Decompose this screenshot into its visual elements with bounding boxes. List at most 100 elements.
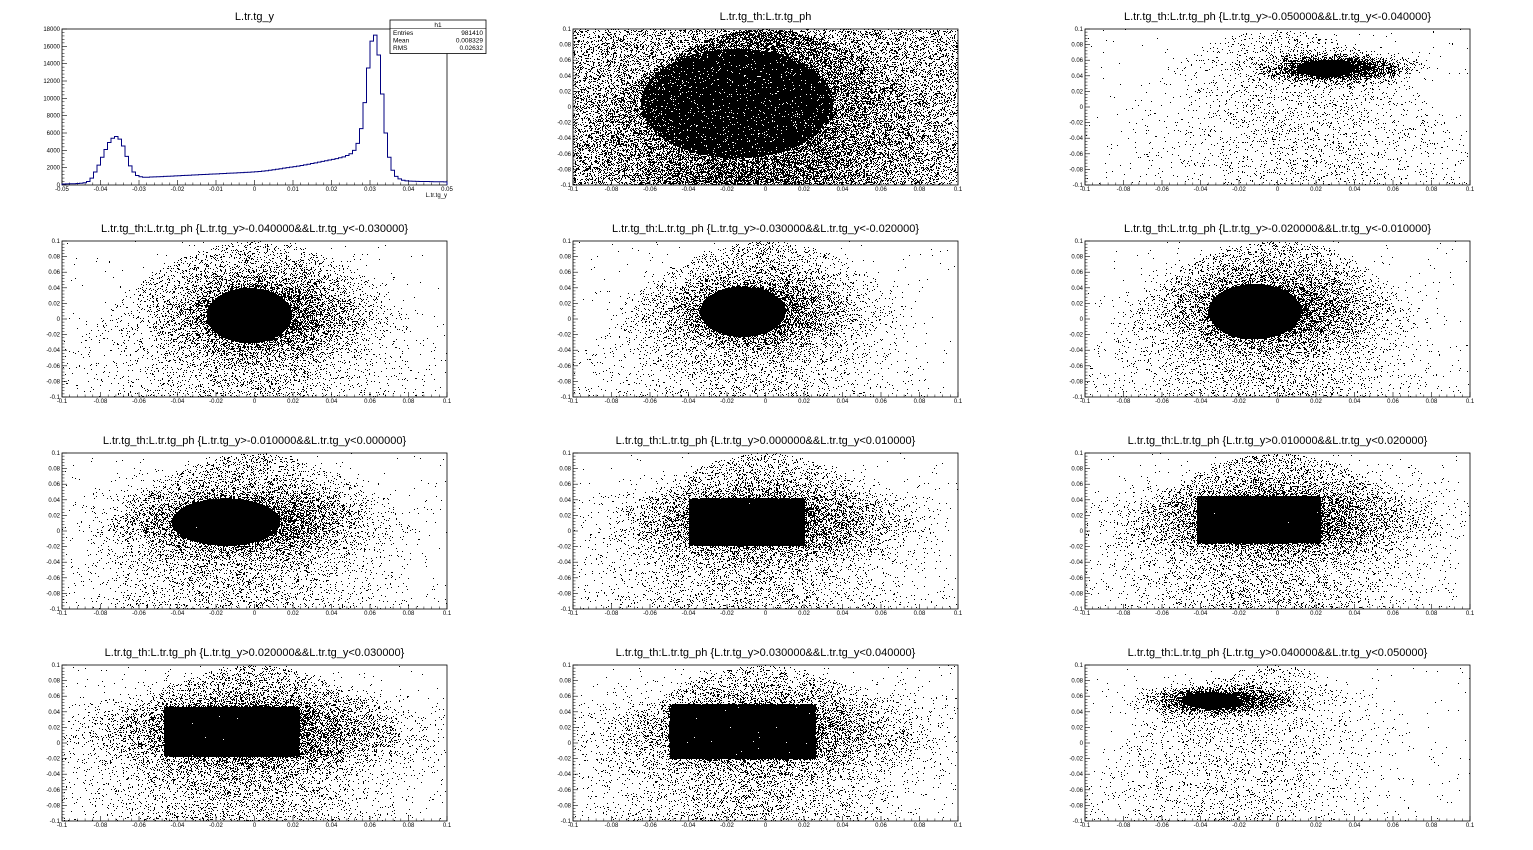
pad-title: L.tr.tg_th:L.tr.tg_ph {L.tr.tg_y>-0.0500… <box>1124 11 1431 23</box>
x-tick-label: -0.02 <box>1232 187 1246 193</box>
x-tick-label: -0.1 <box>1080 399 1091 405</box>
y-tick-label: -0.04 <box>557 560 571 566</box>
x-tick-label: 0.1 <box>954 399 963 405</box>
x-tick-label: -0.04 <box>682 611 696 617</box>
y-tick-label: 0.1 <box>1075 451 1084 457</box>
x-tick-label: -0.08 <box>605 823 619 829</box>
x-tick-label: 0.1 <box>443 823 452 829</box>
x-tick-label: 0.1 <box>443 611 452 617</box>
stats-value: 981410 <box>461 30 483 37</box>
x-tick-label: 0 <box>253 187 257 193</box>
stats-label: RMS <box>393 45 408 52</box>
x-tick-label: -0.1 <box>57 399 68 405</box>
y-tick-label: -0.06 <box>1069 364 1083 370</box>
y-tick-label: 0.02 <box>559 513 571 519</box>
x-tick-label: 0.02 <box>798 823 810 829</box>
x-tick-label: -0.08 <box>605 611 619 617</box>
x-tick-label: -0.02 <box>1232 399 1246 405</box>
y-tick-label: -0.02 <box>557 333 571 339</box>
y-tick-label: -0.06 <box>46 364 60 370</box>
y-tick-label: 0.08 <box>559 467 571 473</box>
x-tick-label: -0.04 <box>171 611 185 617</box>
x-tick-label: 0.04 <box>326 823 338 829</box>
scatter-points <box>573 241 958 397</box>
x-tick-label: -0.04 <box>94 187 108 193</box>
x-tick-label: -0.1 <box>1080 187 1091 193</box>
x-tick-label: -0.02 <box>171 187 185 193</box>
x-tick-label: -0.08 <box>1117 611 1131 617</box>
y-tick-label: 0.1 <box>1075 239 1084 245</box>
stats-label: Entries <box>393 30 414 37</box>
y-tick-label: 0.02 <box>1071 725 1083 731</box>
x-tick-label: 0.1 <box>954 187 963 193</box>
x-tick-label: 0.04 <box>1349 611 1361 617</box>
x-tick-label: -0.06 <box>132 399 146 405</box>
x-tick-label: 0.04 <box>837 823 849 829</box>
histogram-line <box>61 34 448 185</box>
y-tick-label: 0.06 <box>48 694 60 700</box>
x-tick-label: -0.06 <box>643 187 657 193</box>
x-tick-label: -0.02 <box>1232 611 1246 617</box>
pad-title: L.tr.tg_th:L.tr.tg_ph {L.tr.tg_y>0.03000… <box>616 647 916 659</box>
x-tick-label: 0.06 <box>1387 611 1399 617</box>
x-tick-label: -0.03 <box>132 187 146 193</box>
x-tick-label: 0.08 <box>403 611 415 617</box>
x-tick-label: 0.06 <box>1387 823 1399 829</box>
y-tick-label: -0.06 <box>557 576 571 582</box>
x-tick-label: 0.02 <box>798 611 810 617</box>
scatter-pad: L.tr.tg_th:L.tr.tg_ph {L.tr.tg_y>-0.0400… <box>46 223 452 405</box>
x-tick-label: -0.02 <box>1232 823 1246 829</box>
x-tick-label: 0.08 <box>914 611 926 617</box>
x-tick-label: 0.04 <box>326 399 338 405</box>
x-tick-label: -0.01 <box>209 187 223 193</box>
x-tick-label: -0.08 <box>605 187 619 193</box>
x-tick-label: 0.04 <box>837 611 849 617</box>
x-tick-label: 0.08 <box>914 823 926 829</box>
y-tick-label: 0 <box>1080 317 1084 323</box>
x-tick-label: 0.06 <box>364 823 376 829</box>
x-tick-label: -0.05 <box>55 187 69 193</box>
x-tick-label: -0.1 <box>57 823 68 829</box>
x-tick-label: -0.04 <box>682 399 696 405</box>
y-tick-label: -0.08 <box>557 167 571 173</box>
x-tick-label: 0.02 <box>798 399 810 405</box>
x-tick-label: 0.02 <box>287 611 299 617</box>
pad-title: L.tr.tg_y <box>235 11 275 23</box>
y-tick-label: -0.08 <box>557 591 571 597</box>
x-tick-label: 0 <box>253 823 257 829</box>
y-tick-label: 0.1 <box>52 239 61 245</box>
x-tick-label: -0.06 <box>643 823 657 829</box>
x-tick-label: 0.1 <box>1466 187 1475 193</box>
scatter-points <box>573 665 958 821</box>
x-tick-label: -0.02 <box>720 611 734 617</box>
x-tick-label: 0.02 <box>1310 611 1322 617</box>
x-tick-label: -0.1 <box>568 823 579 829</box>
y-tick-label: 0.08 <box>48 255 60 261</box>
pad-title: L.tr.tg_th:L.tr.tg_ph {L.tr.tg_y>-0.0400… <box>101 223 408 235</box>
y-tick-label: 6000 <box>47 131 61 137</box>
y-tick-label: 0.08 <box>559 43 571 49</box>
y-tick-label: -0.02 <box>1069 545 1083 551</box>
pad-title: L.tr.tg_th:L.tr.tg_ph {L.tr.tg_y>0.02000… <box>105 647 405 659</box>
x-tick-label: 0.1 <box>1466 399 1475 405</box>
scatter-pad: L.tr.tg_th:L.tr.tg_ph {L.tr.tg_y>-0.0300… <box>557 223 963 405</box>
x-tick-label: -0.06 <box>1155 611 1169 617</box>
x-tick-label: 0.08 <box>1426 399 1438 405</box>
x-tick-label: -0.02 <box>209 611 223 617</box>
x-tick-label: 0.06 <box>364 399 376 405</box>
x-tick-label: 0.02 <box>1310 823 1322 829</box>
x-tick-label: -0.08 <box>94 823 108 829</box>
y-tick-label: 0.1 <box>563 663 572 669</box>
y-tick-label: -0.04 <box>1069 772 1083 778</box>
y-tick-label: 4000 <box>47 148 61 154</box>
x-tick-label: 0 <box>253 611 257 617</box>
x-tick-label: -0.04 <box>1194 611 1208 617</box>
x-tick-label: -0.08 <box>94 611 108 617</box>
y-tick-label: -0.06 <box>557 364 571 370</box>
scatter-points <box>62 665 447 821</box>
x-tick-label: -0.06 <box>1155 823 1169 829</box>
pad-title: L.tr.tg_th:L.tr.tg_ph {L.tr.tg_y>0.04000… <box>1128 647 1428 659</box>
pad-title: L.tr.tg_th:L.tr.tg_ph {L.tr.tg_y>0.00000… <box>616 435 916 447</box>
y-tick-label: -0.04 <box>1069 136 1083 142</box>
